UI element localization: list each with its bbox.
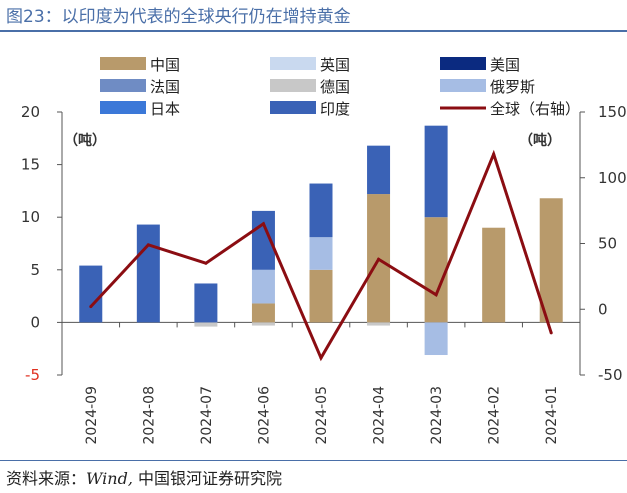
legend-swatch xyxy=(100,79,146,92)
global-line-point xyxy=(377,257,381,261)
x-tick-label: 2024-02 xyxy=(487,386,503,445)
x-tick-label: 2024-04 xyxy=(372,386,388,445)
x-tick-label: 2024-01 xyxy=(544,386,560,445)
source-wind: Wind, xyxy=(86,469,133,488)
legend-label: 中国 xyxy=(150,56,180,74)
legend-label: 英国 xyxy=(320,56,350,74)
bar-segment xyxy=(424,217,448,323)
right-axis-unit: （吨） xyxy=(519,132,561,149)
global-line-point xyxy=(204,261,208,265)
bar-segment xyxy=(309,183,333,238)
bar-segment xyxy=(79,265,103,323)
title-divider xyxy=(0,30,627,32)
right-tick-label: 50 xyxy=(598,235,617,253)
legend-swatch xyxy=(270,57,316,70)
left-tick-label: 20 xyxy=(21,103,40,121)
legend-label: 俄罗斯 xyxy=(490,78,535,96)
legend-swatch xyxy=(440,79,486,92)
global-line-point xyxy=(146,243,150,247)
bar-segment xyxy=(482,227,506,323)
global-line-point xyxy=(549,331,553,335)
left-tick-label: 5 xyxy=(30,261,40,279)
bar-segment xyxy=(367,322,391,326)
legend-swatch xyxy=(440,57,486,70)
left-tick-label: 0 xyxy=(30,313,40,331)
legend-swatch xyxy=(100,101,146,114)
global-line-point xyxy=(261,222,265,226)
legend-label: 日本 xyxy=(150,100,180,118)
bar-segment xyxy=(367,145,391,195)
left-tick-label: -5 xyxy=(25,366,40,384)
legend-label: 法国 xyxy=(150,78,180,96)
bar-segment xyxy=(309,237,333,270)
x-tick-label: 2024-07 xyxy=(199,386,215,445)
right-tick-label: 0 xyxy=(598,300,608,318)
right-tick-label: 100 xyxy=(598,169,627,187)
legend-swatch xyxy=(100,57,146,70)
x-tick-label: 2024-06 xyxy=(256,386,272,445)
source-prefix: 资料来源： xyxy=(6,469,87,488)
global-line-point xyxy=(89,305,93,309)
left-tick-label: 10 xyxy=(21,208,40,226)
x-tick-label: 2024-09 xyxy=(84,386,100,445)
legend-swatch xyxy=(270,101,316,114)
source-suffix: 中国银河证券研究院 xyxy=(132,469,283,488)
bar-segment xyxy=(194,283,218,323)
legend-label: 全球（右轴） xyxy=(490,100,580,118)
x-tick-label: 2024-05 xyxy=(314,386,330,445)
legend-label: 美国 xyxy=(490,56,520,74)
legend-swatch xyxy=(270,79,316,92)
x-tick-label: 2024-08 xyxy=(141,386,157,445)
bar-segment xyxy=(194,322,218,327)
global-line-point xyxy=(492,152,496,156)
bar-segment xyxy=(309,269,333,323)
bar-segment xyxy=(424,322,448,356)
right-tick-label: -50 xyxy=(598,366,623,384)
legend-label: 德国 xyxy=(320,78,350,96)
bar-segment xyxy=(251,269,275,304)
left-tick-label: 15 xyxy=(21,156,40,174)
legend-label: 印度 xyxy=(320,100,350,118)
bar-segment xyxy=(424,125,448,218)
source-note: 资料来源：Wind, 中国银河证券研究院 xyxy=(6,465,282,489)
chart-title: 图23：以印度为代表的全球央行仍在增持黄金 xyxy=(6,7,351,27)
bar-segment xyxy=(539,198,563,323)
right-tick-label: 150 xyxy=(598,103,627,121)
footer-divider xyxy=(0,460,627,461)
bar-segment xyxy=(136,224,160,323)
bar-segment xyxy=(251,303,275,323)
left-axis-unit: （吨） xyxy=(64,132,106,149)
bar-segment xyxy=(251,322,275,326)
global-line-point xyxy=(434,293,438,297)
global-line-point xyxy=(319,356,323,360)
bar-segment xyxy=(251,210,275,270)
x-tick-label: 2024-03 xyxy=(429,386,445,445)
